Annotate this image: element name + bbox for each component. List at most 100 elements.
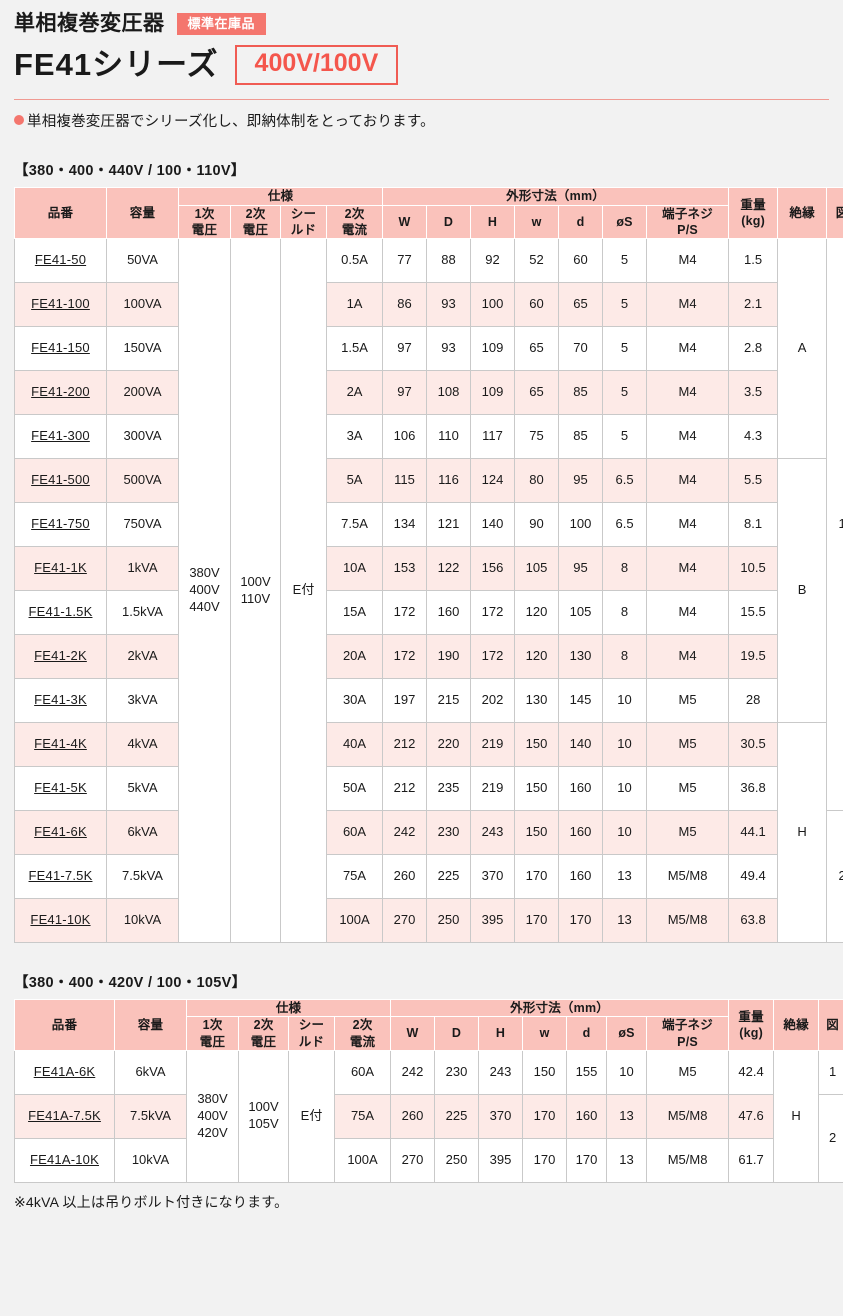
cell-part-number[interactable]: FE41-2K [14, 634, 107, 680]
cell-dim-w: 170 [522, 1093, 568, 1139]
table-row: FE41-300 300VA 3A 106 110 117 75 85 5 M4 4.3 [14, 414, 843, 460]
lead-text: 単相複巻変圧器でシリーズ化し、即納体制をとっております。 [27, 113, 435, 130]
secondary-voltage-line: 100V [240, 573, 271, 589]
header-shield-line2: ルド [290, 222, 317, 237]
cell-part-number[interactable]: FE41-3K [14, 678, 107, 724]
header-secondary-current: 2次 電流 [333, 1016, 392, 1051]
table-row: FE41-200 200VA 2A 97 108 109 65 85 5 M4 3.5 [14, 370, 843, 416]
cell-dim-oS: 6.5 [602, 458, 648, 504]
cell-secondary-current: 50A [325, 766, 384, 812]
cell-dim-W: 212 [382, 722, 428, 768]
cell-dim-w: 60 [514, 282, 560, 328]
cell-dim-w: 170 [514, 854, 560, 900]
cell-part-number[interactable]: FE41-50 [14, 238, 107, 284]
part-number-link[interactable]: FE41-5K [34, 780, 87, 796]
cell-terminal-screw: M4 [646, 370, 730, 416]
cell-primary-voltage: 380V 400V 420V [186, 1049, 239, 1183]
header-dim-H: H [470, 204, 516, 240]
cell-terminal-screw: M5 [646, 722, 730, 768]
cell-capacity: 150VA [106, 326, 179, 372]
header-divider [14, 98, 829, 100]
cell-dim-H: 219 [470, 766, 516, 812]
secondary-voltage-line: 105V [248, 1116, 279, 1132]
table-row: FE41-1.5K 1.5kVA 15A 172 160 172 120 105 8 M4 15.5 [14, 590, 843, 636]
header-spec-group: 仕様 [177, 187, 384, 206]
cell-capacity: 7.5kVA [114, 1093, 187, 1139]
primary-voltage-line: 440V [189, 599, 220, 615]
table2-header-row-2: 1次 電圧 2次 電圧 シー ルド 2次 電流 W D H w [15, 1016, 843, 1051]
cell-part-number[interactable]: FE41-10K [14, 898, 107, 944]
part-number-link[interactable]: FE41-3K [34, 692, 87, 708]
cell-dim-w: 75 [514, 414, 560, 460]
cell-dim-D: 122 [426, 546, 472, 592]
part-number-link[interactable]: FE41-7.5K [28, 868, 93, 884]
header-dim-w-lower: w [514, 204, 560, 240]
part-number-link[interactable]: FE41-4K [34, 736, 87, 752]
part-number-link[interactable]: FE41-150 [31, 340, 90, 356]
cell-dim-oS: 10 [606, 1049, 648, 1095]
cell-secondary-current: 60A [333, 1049, 392, 1095]
part-number-link[interactable]: FE41-2K [34, 648, 87, 664]
part-number-link[interactable]: FE41A-6K [33, 1063, 96, 1079]
part-number-link[interactable]: FE41A-7.5K [28, 1107, 101, 1123]
cell-dim-w: 170 [522, 1137, 568, 1183]
cell-dim-W: 106 [382, 414, 428, 460]
cell-part-number[interactable]: FE41-1K [14, 546, 107, 592]
cell-part-number[interactable]: FE41-5K [14, 766, 107, 812]
cell-dim-D: 160 [426, 590, 472, 636]
table-row: FE41-100 100VA 1A 86 93 100 60 65 5 M4 2.1 [14, 282, 843, 328]
part-number-link[interactable]: FE41-6K [34, 824, 87, 840]
part-number-link[interactable]: FE41-10K [30, 912, 91, 928]
cell-weight: 2.1 [728, 282, 779, 328]
cell-capacity: 3kVA [106, 678, 179, 724]
cell-terminal-screw: M5 [646, 766, 730, 812]
header-dim-W: W [390, 1016, 436, 1051]
cell-part-number[interactable]: FE41-4K [14, 722, 107, 768]
part-number-link[interactable]: FE41-1K [34, 560, 87, 576]
cell-dim-D: 230 [434, 1049, 480, 1095]
cell-secondary-current: 60A [325, 810, 384, 856]
part-number-link[interactable]: FE41-300 [31, 428, 90, 444]
part-number-link[interactable]: FE41-200 [31, 384, 90, 400]
cell-part-number[interactable]: FE41-100 [14, 282, 107, 328]
cell-dim-W: 172 [382, 634, 428, 680]
header-secondary-voltage-line2: 電圧 [250, 1034, 277, 1049]
cell-part-number[interactable]: FE41-1.5K [14, 590, 107, 636]
header-secondary-current-line2: 電流 [341, 222, 368, 237]
cell-part-number[interactable]: FE41-7.5K [14, 854, 107, 900]
cell-part-number[interactable]: FE41-300 [14, 414, 107, 460]
header-shield: シー ルド [288, 1016, 335, 1051]
cell-dim-W: 115 [382, 458, 428, 504]
header-dim-W: W [382, 204, 428, 240]
cell-part-number[interactable]: FE41-6K [14, 810, 107, 856]
cell-dim-d: 100 [558, 502, 604, 548]
table-row: FE41A-6K 6kVA 380V 400V 420V 100V 105V E付 60A 242… [14, 1049, 843, 1183]
part-number-link[interactable]: FE41-100 [31, 296, 90, 312]
header-terminal-screw-line1: 端子ネジ [662, 206, 713, 221]
cell-terminal-screw: M4 [646, 282, 730, 328]
part-number-link[interactable]: FE41-500 [31, 472, 90, 488]
cell-part-number[interactable]: FE41A-7.5K [14, 1093, 115, 1139]
cell-part-number[interactable]: FE41A-10K [14, 1137, 115, 1183]
cell-dim-d: 95 [558, 458, 604, 504]
cell-weight: 30.5 [728, 722, 779, 768]
part-number-link[interactable]: FE41-50 [34, 252, 87, 268]
part-number-link[interactable]: FE41-750 [31, 516, 90, 532]
part-number-link[interactable]: FE41-1.5K [28, 604, 93, 620]
cell-part-number[interactable]: FE41-200 [14, 370, 107, 416]
cell-part-number[interactable]: FE41-750 [14, 502, 107, 548]
cell-weight: 42.4 [728, 1049, 775, 1095]
header-figure: 図 [826, 187, 843, 240]
header-terminal-screw-line2: P/S [677, 222, 698, 237]
cell-part-number[interactable]: FE41-150 [14, 326, 107, 372]
category-title-row: 単相複巻変圧器 標準在庫品 [8, 10, 835, 35]
part-number-link[interactable]: FE41A-10K [29, 1151, 99, 1167]
cell-dim-w: 52 [514, 238, 560, 284]
cell-figure: 1 [818, 1049, 843, 1095]
cell-part-number[interactable]: FE41-500 [14, 458, 107, 504]
cell-weight: 36.8 [728, 766, 779, 812]
header-primary-voltage-line1: 1次 [194, 206, 215, 221]
cell-part-number[interactable]: FE41A-6K [14, 1049, 115, 1095]
cell-dim-d: 160 [558, 854, 604, 900]
table-row: FE41-1K 1kVA 10A 153 122 156 105 95 8 M4 10.5 [14, 546, 843, 592]
